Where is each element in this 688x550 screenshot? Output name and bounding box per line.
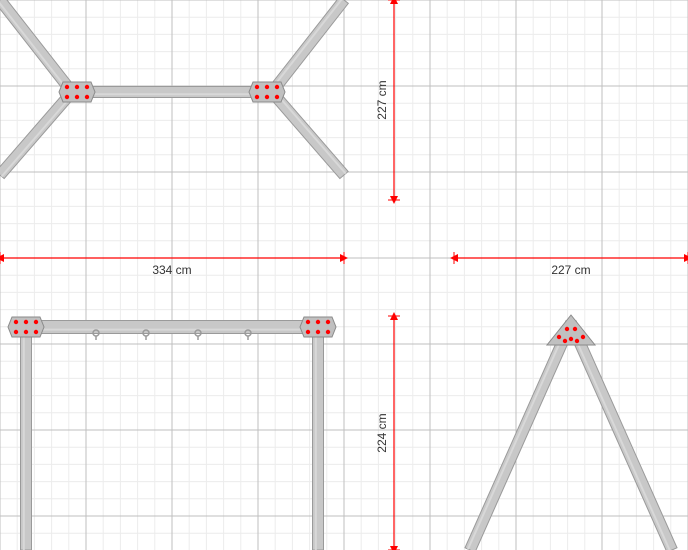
dim-label: 227 cm [375, 80, 389, 119]
bolt-dot [275, 95, 279, 99]
dim-label: 224 cm [375, 413, 389, 452]
bolt-dot [34, 320, 38, 324]
bolt-dot [581, 335, 585, 339]
bolt-dot [306, 320, 310, 324]
bolt-dot [14, 320, 18, 324]
bolt-dot [24, 330, 28, 334]
bolt-dot [265, 95, 269, 99]
bolt-dot [575, 339, 579, 343]
bolt-dot [75, 85, 79, 89]
bolt-dot [306, 330, 310, 334]
bolt-dot [24, 320, 28, 324]
bolt-dot [65, 95, 69, 99]
dim-label: 227 cm [551, 263, 590, 277]
bolt-dot [65, 85, 69, 89]
bolt-dot [563, 339, 567, 343]
bolt-dot [14, 330, 18, 334]
bolt-dot [85, 85, 89, 89]
bolt-dot [569, 337, 573, 341]
bolt-dot [255, 95, 259, 99]
bolt-dot [316, 330, 320, 334]
dim-label: 334 cm [152, 263, 191, 277]
technical-drawing: 227 cm 224 cm 334 cm 227 cm [0, 0, 688, 550]
bolt-dot [85, 95, 89, 99]
bolt-dot [557, 335, 561, 339]
bolt-dot [326, 320, 330, 324]
bolt-dot [565, 327, 569, 331]
bolt-dot [573, 327, 577, 331]
bolt-dot [34, 330, 38, 334]
bolt-dot [265, 85, 269, 89]
bolt-dot [275, 85, 279, 89]
bolt-dot [326, 330, 330, 334]
bolt-dot [75, 95, 79, 99]
bolt-dot [316, 320, 320, 324]
bolt-dot [255, 85, 259, 89]
